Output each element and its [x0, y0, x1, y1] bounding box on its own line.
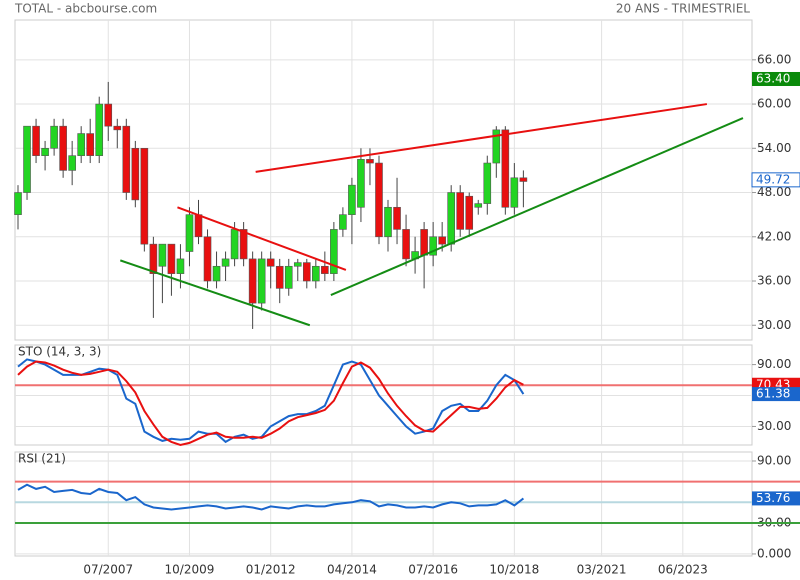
candle-body: [501, 129, 510, 208]
x-tick-label: 03/2021: [577, 563, 627, 577]
x-tick-label: 04/2014: [327, 563, 377, 577]
candle-body: [266, 258, 275, 267]
candle-body: [140, 147, 149, 245]
candle-body: [275, 265, 284, 289]
candle-body: [221, 258, 230, 267]
y-tick-label: 54.00: [757, 141, 791, 155]
y-tick-label: 42.00: [757, 229, 791, 243]
candle-body: [113, 125, 122, 131]
y-tick-label: 60.00: [757, 97, 791, 111]
candle-body: [510, 177, 519, 208]
candle-body: [248, 258, 257, 304]
candle-body: [366, 159, 374, 164]
y-tick-label: 0.000: [757, 546, 791, 560]
candle-body: [330, 229, 338, 274]
candle-body: [23, 125, 31, 193]
candle-body: [32, 125, 40, 156]
indicator-line: [17, 360, 524, 447]
candle-body: [194, 214, 203, 238]
candle-body: [465, 195, 474, 230]
candle-body: [348, 184, 356, 215]
trendline: [177, 206, 347, 271]
candle-body: [14, 192, 22, 215]
candle-body: [50, 125, 58, 149]
candle-body: [447, 192, 455, 245]
candle-body: [59, 125, 67, 171]
indicator-line: [17, 483, 525, 511]
price-label-box: [752, 491, 800, 506]
panel-title: RSI (21): [18, 452, 66, 466]
panel-title: STO (14, 3, 3): [18, 345, 101, 359]
trendline: [119, 259, 311, 327]
candle-body: [167, 243, 176, 274]
y-tick-label: 30.00: [757, 419, 791, 433]
candle-body: [185, 214, 194, 252]
y-tick-label: 36.00: [757, 274, 791, 288]
price-label: 53.76: [756, 491, 790, 505]
y-tick-label: 48.00: [757, 185, 791, 199]
candle-body: [257, 258, 266, 304]
candle-body: [456, 192, 465, 230]
candle-body: [429, 236, 437, 256]
candle-body: [402, 229, 410, 260]
candle-body: [357, 159, 365, 208]
candle-body: [420, 229, 428, 256]
candle-body: [312, 265, 320, 282]
x-tick-label: 07/2016: [408, 563, 458, 577]
candle-body: [68, 155, 76, 171]
price-label: 61.38: [756, 387, 790, 401]
candle-body: [203, 236, 212, 282]
candle-body: [519, 177, 528, 182]
candle-body: [122, 125, 131, 193]
chart-title: TOTAL - abcbourse.com: [14, 2, 157, 16]
chart-subtitle: 20 ANS - TRIMESTRIEL: [616, 2, 750, 16]
price-label-box: [752, 387, 800, 402]
x-tick-label: 06/2023: [658, 563, 708, 577]
candle-body: [492, 129, 501, 164]
candle-body: [474, 203, 483, 208]
price-label: 49.72: [756, 172, 790, 186]
candle-body: [284, 265, 293, 289]
candle-body: [239, 229, 248, 260]
candle-body: [438, 236, 446, 245]
candle-body: [176, 258, 185, 274]
x-tick-label: 07/2007: [83, 563, 133, 577]
x-tick-label: 10/2009: [165, 563, 215, 577]
x-tick-label: 10/2018: [489, 563, 539, 577]
candle-body: [375, 162, 383, 238]
trendline: [255, 103, 708, 173]
candle-body: [321, 265, 329, 274]
candle-body: [212, 265, 221, 282]
candle-body: [158, 243, 167, 267]
trendline: [330, 117, 744, 296]
y-tick-label: 90.00: [757, 453, 791, 467]
candle-body: [384, 206, 392, 238]
candle-body: [339, 214, 347, 230]
candle-body: [483, 162, 492, 204]
candle-body: [41, 147, 49, 156]
candle-body: [149, 243, 158, 274]
candle-body: [393, 206, 401, 230]
price-label-box: [751, 172, 800, 188]
candle-body: [293, 262, 302, 267]
x-tick-label: 01/2012: [246, 563, 296, 577]
candle-body: [230, 229, 239, 260]
candle-body: [77, 133, 85, 156]
indicator-line: [17, 358, 525, 444]
price-label: 63.40: [756, 71, 790, 85]
y-tick-label: 90.00: [757, 357, 791, 371]
candle-body: [95, 103, 104, 156]
candle-body: [302, 262, 311, 282]
candle-body: [131, 147, 140, 201]
y-tick-label: 66.00: [757, 52, 791, 66]
y-tick-label: 30.00: [757, 318, 791, 332]
price-label-box: [752, 71, 800, 86]
candle-body: [86, 133, 95, 156]
candle-body: [104, 103, 113, 127]
